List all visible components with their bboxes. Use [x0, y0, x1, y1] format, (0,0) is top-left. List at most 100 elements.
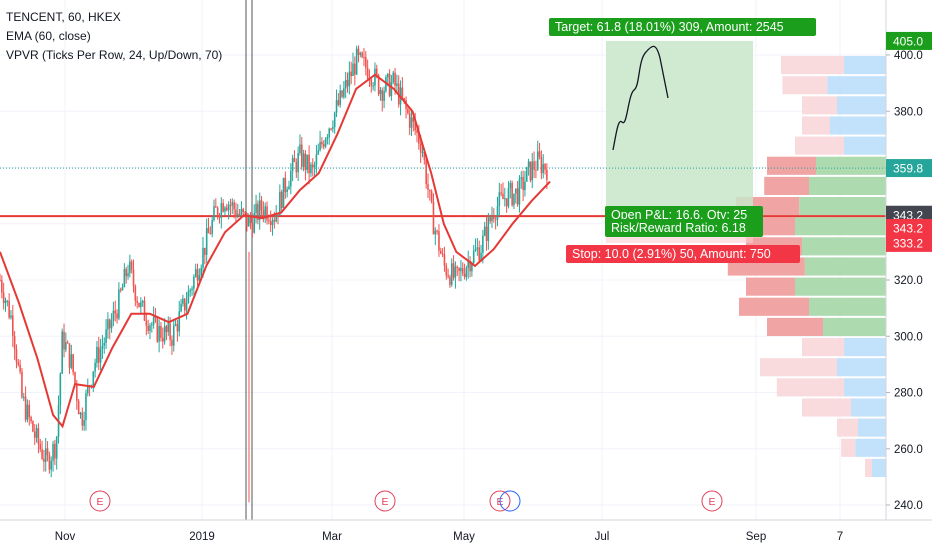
candle-body	[187, 291, 190, 304]
candle-body	[275, 214, 277, 222]
candle-body	[533, 161, 535, 170]
earnings-marker[interactable]: E	[701, 490, 723, 512]
candle-body	[436, 230, 438, 232]
time-axis-bg	[0, 520, 932, 550]
candle-body	[392, 72, 395, 83]
candle-body	[134, 286, 137, 301]
vp-bar-down	[802, 398, 851, 417]
candle-body	[2, 292, 5, 304]
candle-body	[176, 324, 179, 332]
candle-body	[50, 460, 53, 470]
candle-body	[63, 331, 65, 350]
candle-body	[412, 117, 415, 122]
vpvr-legend[interactable]: VPVR (Ticks Per Row, 24, Up/Down, 70)	[6, 48, 223, 62]
candle-body	[463, 273, 466, 277]
candle-body	[138, 302, 140, 307]
vp-bar-down	[795, 136, 844, 155]
candle-body	[169, 323, 171, 340]
stop-label-bg	[566, 245, 800, 263]
earnings-circle	[89, 490, 111, 512]
vp-bar-up	[872, 458, 886, 477]
candle-body	[460, 268, 462, 272]
candle-body	[240, 208, 243, 215]
candle-body	[48, 455, 51, 470]
candle-body	[346, 79, 349, 87]
candle-body	[299, 144, 301, 154]
candle-body	[61, 331, 63, 374]
candle-body	[127, 273, 129, 277]
price-tag-bg	[886, 233, 932, 252]
vp-bar-up	[837, 96, 886, 115]
vp-bar-down	[781, 56, 844, 75]
candle-body	[335, 100, 338, 113]
candle-body	[304, 153, 307, 170]
candle-body	[363, 57, 365, 59]
candle-body	[425, 159, 427, 185]
candle-body	[74, 372, 76, 384]
price-tag: 405.0	[886, 31, 932, 50]
risk-reward-label-bg	[605, 219, 763, 237]
candle-body	[357, 48, 360, 55]
candle-body	[227, 204, 230, 211]
candle-body	[119, 289, 122, 291]
candle-body	[191, 288, 193, 290]
candle-body	[416, 130, 418, 133]
candle-body	[44, 448, 47, 462]
candle-body	[96, 346, 98, 363]
candle-body	[491, 216, 493, 222]
earnings-marker[interactable]: E	[374, 490, 396, 512]
price-axis[interactable]: 400.0380.0360.0340.0320.0300.0280.0260.0…	[885, 0, 932, 550]
candle-body	[4, 300, 7, 304]
candle-body	[315, 154, 318, 165]
y-tick-label: 260.0	[894, 444, 923, 456]
grid-layer	[0, 0, 886, 520]
ema-legend[interactable]: EMA (60, close)	[6, 29, 91, 43]
candle-body	[107, 319, 109, 330]
vp-bar-up	[795, 277, 886, 296]
candle-body	[277, 214, 279, 216]
candle-body	[423, 151, 426, 160]
candle-body	[158, 325, 160, 342]
candle-body	[372, 85, 374, 87]
candle-body	[467, 260, 470, 268]
candle-body	[414, 121, 416, 131]
vp-bar-down	[782, 76, 828, 95]
candle-body	[99, 349, 102, 363]
candle-body	[94, 362, 96, 372]
candle-body	[97, 346, 100, 363]
price-tag: 333.2	[886, 233, 932, 252]
candle-body	[132, 269, 135, 287]
candle-body	[251, 223, 254, 233]
time-axis[interactable]: Nov 2019 Mar May Jul Sep 7	[0, 519, 932, 550]
candle-body	[216, 207, 219, 216]
candle-body	[143, 300, 146, 321]
candle-body	[514, 188, 517, 194]
y-tick-label: 320.0	[894, 275, 923, 287]
price-tag-text: 359.8	[893, 162, 923, 176]
candle-body	[310, 164, 312, 174]
candle-body	[505, 198, 508, 207]
candle-body	[454, 266, 457, 278]
candle-body	[350, 71, 352, 77]
candle-body	[271, 220, 274, 225]
open-pnl-label-text: Open P&L: 16.6, Qty: 25	[611, 208, 747, 222]
candle-body	[28, 404, 31, 418]
candle-body	[242, 208, 245, 212]
candle-body	[476, 247, 479, 250]
candle-body	[171, 339, 173, 346]
symbol-legend[interactable]: TENCENT, 60, HKEX	[6, 10, 121, 24]
candle-body	[326, 136, 329, 140]
candle-body	[198, 275, 201, 281]
candle-body	[535, 169, 537, 171]
earnings-marker[interactable]: E	[89, 490, 111, 512]
candle-body	[290, 171, 292, 187]
vp-bar-up	[802, 237, 886, 256]
candle-body	[163, 326, 166, 342]
vp-bar-down	[802, 96, 837, 115]
candle-body	[322, 144, 325, 147]
price-tag-bg	[886, 31, 932, 50]
candle-body	[485, 226, 488, 241]
